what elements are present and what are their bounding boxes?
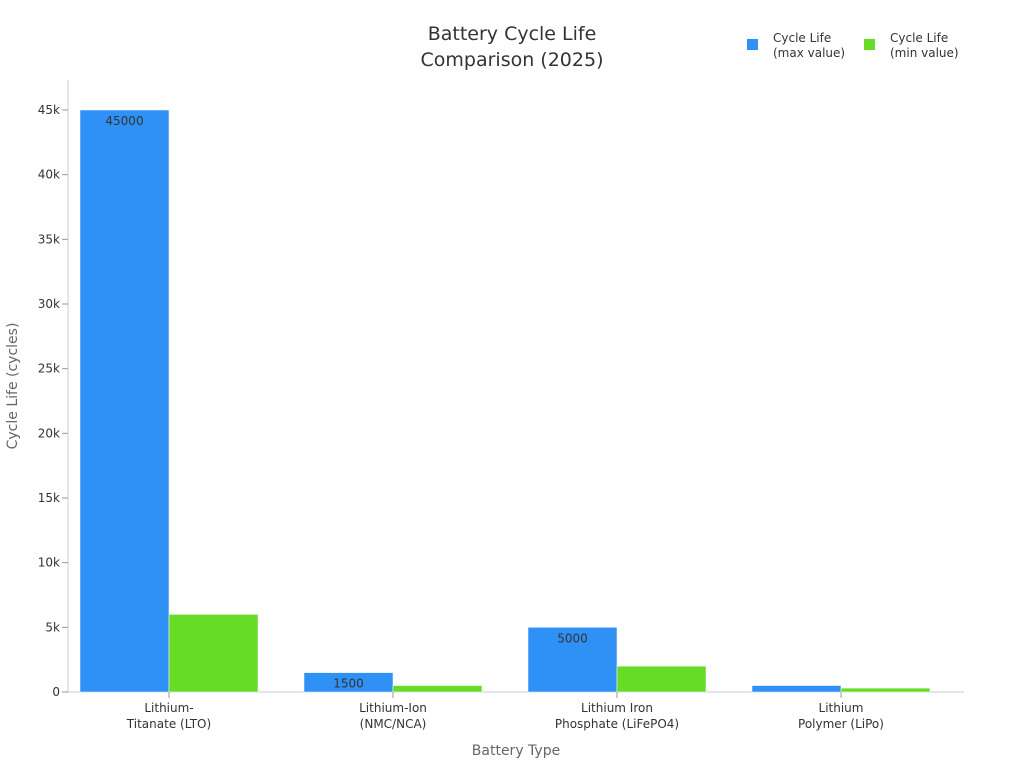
- x-tick-label: (NMC/NCA): [360, 717, 427, 731]
- legend-label-min-line-1: Cycle Life: [890, 31, 948, 45]
- y-tick-label: 45k: [38, 103, 60, 117]
- bar-max-value[interactable]: [303, 672, 394, 693]
- y-tick-label: 5k: [45, 620, 60, 634]
- y-axis-ticks: 0 5k 10k 15k 20k 25k 30k 35k 40k 45k: [38, 103, 68, 699]
- bar-data-label: 5000: [557, 631, 588, 645]
- legend-label-max-line-2: (max value): [773, 46, 845, 60]
- y-tick-label: 25k: [38, 362, 60, 376]
- data-labels: 45000 1500 5000: [105, 114, 587, 691]
- x-tick-label: Lithium Iron: [581, 701, 653, 715]
- bar-min-value[interactable]: [168, 614, 259, 693]
- chart-title-line-1: Battery Cycle Life: [428, 23, 597, 45]
- x-axis-title: Battery Type: [472, 743, 560, 759]
- y-tick-label: 30k: [38, 297, 60, 311]
- y-tick-label: 10k: [38, 556, 60, 570]
- x-tick-label: Titanate (LTO): [126, 717, 211, 731]
- bar-min-value[interactable]: [616, 665, 707, 693]
- y-tick-label: 0: [52, 685, 60, 699]
- legend-swatch-max: [747, 39, 758, 50]
- x-tick-label: Lithium-: [144, 701, 193, 715]
- x-tick-label: Lithium-Ion: [359, 701, 427, 715]
- bar-max-value[interactable]: [79, 109, 170, 693]
- x-tick-label: Lithium: [819, 701, 864, 715]
- x-tick-label: Polymer (LiPo): [798, 717, 884, 731]
- bar-max-value[interactable]: [751, 685, 842, 693]
- x-axis-ticks: Lithium- Titanate (LTO) Lithium-Ion (NMC/NC…: [126, 692, 884, 731]
- y-tick-label: 35k: [38, 232, 60, 246]
- bars: [79, 109, 931, 693]
- legend: Cycle Life (max value) Cycle Life (min v…: [747, 31, 959, 60]
- bar-max-value[interactable]: [527, 627, 618, 693]
- legend-item-min[interactable]: Cycle Life (min value): [864, 31, 959, 60]
- x-tick-label: Phosphate (LiFePO4): [555, 717, 679, 731]
- y-tick-label: 40k: [38, 168, 60, 182]
- y-tick-label: 15k: [38, 491, 60, 505]
- legend-swatch-min: [864, 39, 875, 50]
- bar-min-value[interactable]: [840, 687, 931, 693]
- chart-title: Battery Cycle Life Comparison (2025): [421, 23, 604, 71]
- chart-title-line-2: Comparison (2025): [421, 49, 604, 71]
- y-tick-label: 20k: [38, 426, 60, 440]
- legend-item-max[interactable]: Cycle Life (max value): [747, 31, 845, 60]
- bar-data-label: 1500: [333, 677, 364, 691]
- bar-data-label: 45000: [105, 114, 143, 128]
- y-axis-title: Cycle Life (cycles): [5, 323, 21, 450]
- legend-label-min-line-2: (min value): [890, 46, 959, 60]
- legend-label-max-line-1: Cycle Life: [773, 31, 831, 45]
- bar-min-value[interactable]: [392, 685, 483, 693]
